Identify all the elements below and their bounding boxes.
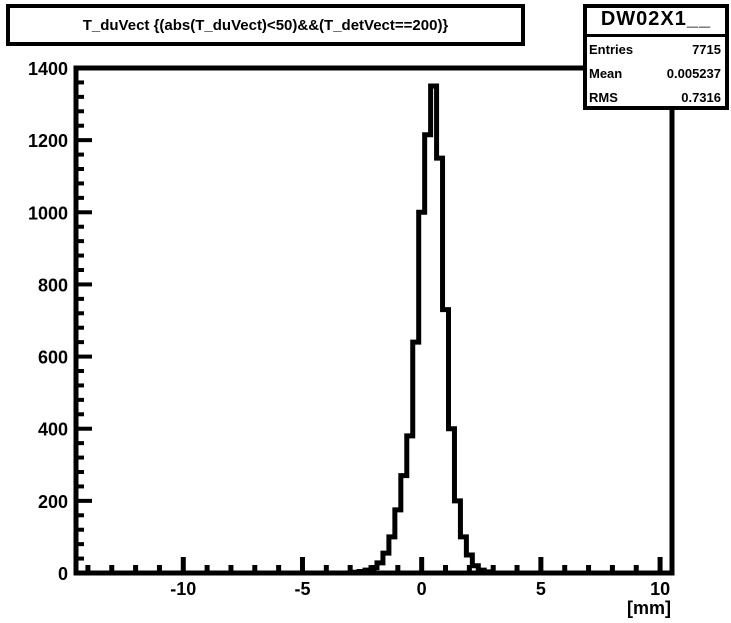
histogram-bin [484,572,490,573]
histogram-bin [449,429,455,573]
stats-value: 7715 [692,41,721,57]
histogram-bin [425,135,431,573]
stats-value: 0.005237 [666,65,721,81]
stats-histogram-name: DW02X1__ [587,8,725,37]
stats-label: Mean [589,65,623,81]
y-tick-label: 200 [38,492,68,512]
axes: -10 -5 0 5 10 0 200 400 600 800 1000 1200 1400 [28,59,670,599]
histogram-bin [401,476,407,573]
histogram-bin [359,572,365,573]
histogram-bin [431,86,437,573]
y-tick-label: 1400 [28,59,68,79]
y-tick-label: 400 [38,420,68,440]
histogram-bin [419,212,425,573]
y-tick-label: 0 [58,564,68,584]
histogram-bin [395,510,401,573]
x-tick-label: 5 [536,579,546,599]
y-tick-label: 1200 [28,131,68,151]
x-tick-label: 0 [417,579,427,599]
y-tick-label: 600 [38,348,68,368]
histogram-bin [407,436,413,573]
x-tick-label: -5 [294,579,310,599]
histogram-title-text: T_duVect {(abs(T_duVect)<50)&&(T_detVect… [82,16,449,34]
histogram-bin [478,570,484,573]
histogram-bin [413,342,419,573]
x-axis-label: [mm] [627,598,671,618]
histogram-bin [365,570,371,573]
stats-row-entries: Entries 7715 [587,37,725,61]
x-tick-label: 10 [650,579,670,599]
histogram-bin [472,566,478,573]
histogram-bin [383,553,389,573]
histogram-bin [437,158,443,573]
histogram-bin [377,563,383,573]
stats-label: Entries [589,41,634,57]
stats-row-rms: RMS 0.7316 [587,85,725,109]
stats-label: RMS [589,89,618,105]
histogram-bin [389,537,395,573]
histogram-bin [460,537,466,573]
stats-row-mean: Mean 0.005237 [587,61,725,85]
histogram-bin [443,310,449,573]
histogram-bins [350,83,493,575]
y-tick-label: 1000 [28,203,68,223]
plot-frame [73,65,675,576]
histogram-bin [454,501,460,573]
stats-box: DW02X1__ Entries 7715 Mean 0.005237 RMS … [583,4,729,110]
y-tick-label: 800 [38,275,68,295]
x-tick-label: -10 [170,579,196,599]
histogram-title: T_duVect {(abs(T_duVect)<50)&&(T_detVect… [6,4,525,46]
stats-value: 0.7316 [681,89,721,105]
histogram-bin [353,572,359,573]
